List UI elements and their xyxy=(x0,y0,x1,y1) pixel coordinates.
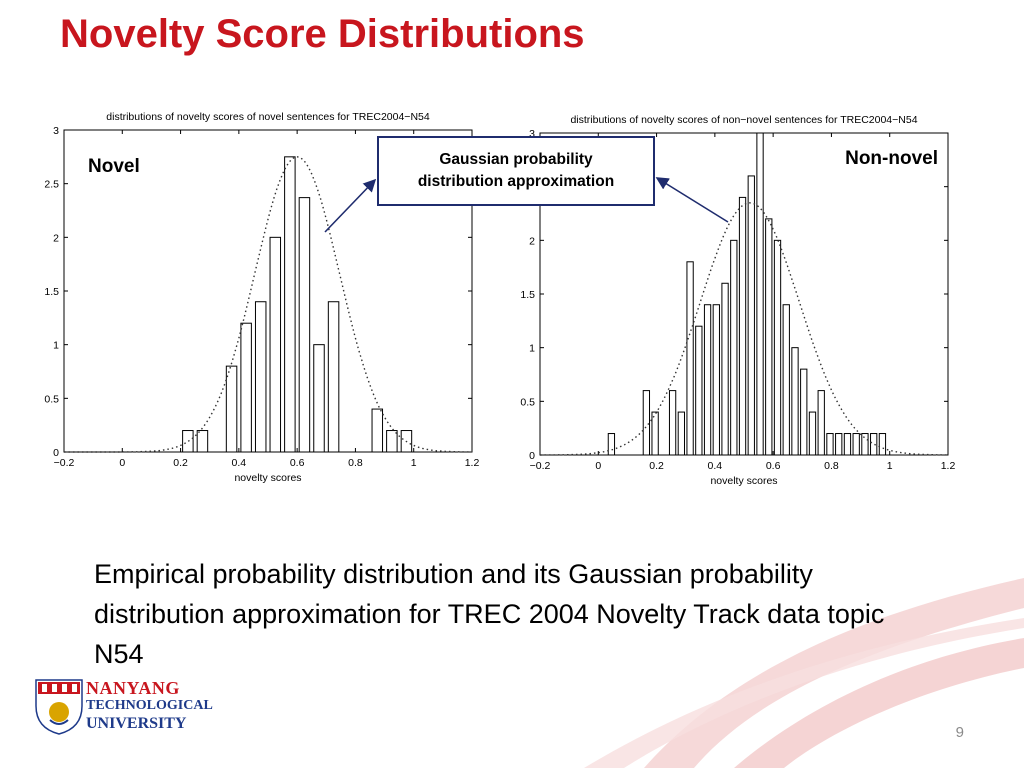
chart-2-bar xyxy=(870,433,878,456)
university-logo-text: NANYANG TECHNOLOGICAL UNIVERSITY xyxy=(86,679,213,733)
chart-1-x-tick-label: 0.4 xyxy=(232,457,247,469)
chart-1-panel-label: Novel xyxy=(88,156,140,177)
callout-arrow-right xyxy=(655,177,729,223)
chart-2-bar xyxy=(677,411,685,456)
chart-1-x-axis-label: novelty scores xyxy=(234,472,301,484)
chart-2-bar xyxy=(782,304,790,456)
chart-1-x-tick-label: 1.2 xyxy=(465,457,480,469)
chart-2-panel-label: Non-novel xyxy=(845,148,938,169)
chart-2-y-tick-label: 1.5 xyxy=(520,289,535,301)
chart-1-bar xyxy=(240,322,252,453)
chart-2-bar xyxy=(852,433,860,456)
chart-2-bar xyxy=(817,390,825,456)
chart-2-bar xyxy=(686,261,694,456)
chart-1-bar xyxy=(327,301,340,453)
chart-2-bar xyxy=(878,433,887,456)
chart-2-bar xyxy=(756,132,764,456)
chart-1-bar xyxy=(196,430,209,453)
chart-1-bar xyxy=(182,430,194,453)
chart-1-y-tick-label: 0 xyxy=(53,447,59,459)
chart-1-y-tick-label: 2.5 xyxy=(44,179,59,191)
chart-2-y-tick-label: 0.5 xyxy=(520,396,535,408)
chart-1-bar xyxy=(298,197,311,453)
chart-2-bar xyxy=(651,411,659,456)
chart-2-y-tick-label: 2 xyxy=(529,235,535,247)
chart-2-x-tick-label: 1.2 xyxy=(941,460,956,472)
chart-2-bar xyxy=(607,433,616,456)
chart-1-x-tick-label: 0.6 xyxy=(290,457,305,469)
chart-2-x-tick-label: 0 xyxy=(595,460,601,472)
chart-2-x-tick-label: 0.2 xyxy=(649,460,664,472)
chart-2-bar xyxy=(773,239,782,456)
chart-2-bar xyxy=(843,433,852,456)
chart-2-y-tick-label: 3 xyxy=(529,128,535,140)
chart-2-bar xyxy=(738,196,747,456)
chart-1-y-tick-label: 2 xyxy=(53,232,59,244)
chart-2-x-tick-label: 0.6 xyxy=(766,460,781,472)
chart-2-bar xyxy=(642,390,651,456)
chart-2-x-tick-label: 0.8 xyxy=(824,460,839,472)
chart-1-bar xyxy=(225,365,238,453)
chart-2-y-tick-label: 1 xyxy=(529,343,535,355)
chart-1-x-tick-label: 0 xyxy=(119,457,125,469)
chart-1-y-tick-label: 1.5 xyxy=(44,286,59,298)
chart-1-x-tick-label: 1 xyxy=(411,457,417,469)
chart-2-bar xyxy=(765,218,773,456)
chart-2-gaussian-curve xyxy=(540,202,948,456)
chart-2-x-tick-label: 0.4 xyxy=(708,460,723,472)
chart-2-bar xyxy=(695,325,703,456)
chart-2-x-tick-label: 1 xyxy=(887,460,893,472)
chart-2-x-axis-label: novelty scores xyxy=(710,475,777,487)
chart-1-bar xyxy=(284,156,296,453)
slide-title: Novelty Score Distributions xyxy=(60,12,585,56)
logo-line-2: TECHNOLOGICAL xyxy=(86,698,213,713)
chart-2-title: distributions of novelty scores of non−n… xyxy=(570,114,917,126)
chart-2-bar xyxy=(668,390,677,456)
chart-2-bar xyxy=(808,411,817,456)
chart-2-y-tick-label: 0 xyxy=(529,450,535,462)
chart-2-bar xyxy=(861,433,869,456)
chart-2-bar xyxy=(730,239,738,456)
chart-1-bar xyxy=(269,236,282,453)
chart-2-bar xyxy=(703,304,712,456)
decorative-swoosh xyxy=(584,578,1024,768)
chart-1-y-tick-label: 0.5 xyxy=(44,393,59,405)
chart-1-bar xyxy=(386,430,398,453)
page-number: 9 xyxy=(955,724,964,741)
chart-1-bar xyxy=(254,301,267,453)
university-crest-icon xyxy=(35,679,83,735)
chart-1-x-tick-label: −0.2 xyxy=(54,457,75,469)
chart-2-bar xyxy=(800,368,808,456)
chart-2-x-tick-label: −0.2 xyxy=(530,460,551,472)
chart-2-bar xyxy=(835,433,843,456)
chart-2-bar xyxy=(826,433,834,456)
chart-1-x-tick-label: 0.8 xyxy=(348,457,363,469)
chart-2-bar xyxy=(712,304,720,456)
callout-line-2: distribution approximation xyxy=(417,173,615,190)
callout-arrow-left xyxy=(324,178,377,233)
chart-1-gaussian-curve xyxy=(64,156,472,453)
chart-2-bar xyxy=(721,282,729,456)
gaussian-callout-box: Gaussian probability distribution approx… xyxy=(377,136,655,206)
chart-1-bar xyxy=(313,344,325,453)
chart-1-y-tick-label: 3 xyxy=(53,125,59,137)
histogram-charts: distributions of novelty scores of novel… xyxy=(44,111,956,487)
chart-1-title: distributions of novelty scores of novel… xyxy=(106,111,430,123)
logo-line-1: NANYANG xyxy=(86,678,180,698)
chart-2-bar xyxy=(791,347,799,456)
chart-1-y-tick-label: 1 xyxy=(53,340,59,352)
callout-line-1: Gaussian probability xyxy=(439,151,593,168)
chart-1-bar xyxy=(371,408,384,453)
logo-line-3: UNIVERSITY xyxy=(86,715,187,732)
chart-2-bar xyxy=(747,175,755,456)
chart-1-x-tick-label: 0.2 xyxy=(173,457,188,469)
slide-caption: Empirical probability distribution and i… xyxy=(94,559,885,669)
